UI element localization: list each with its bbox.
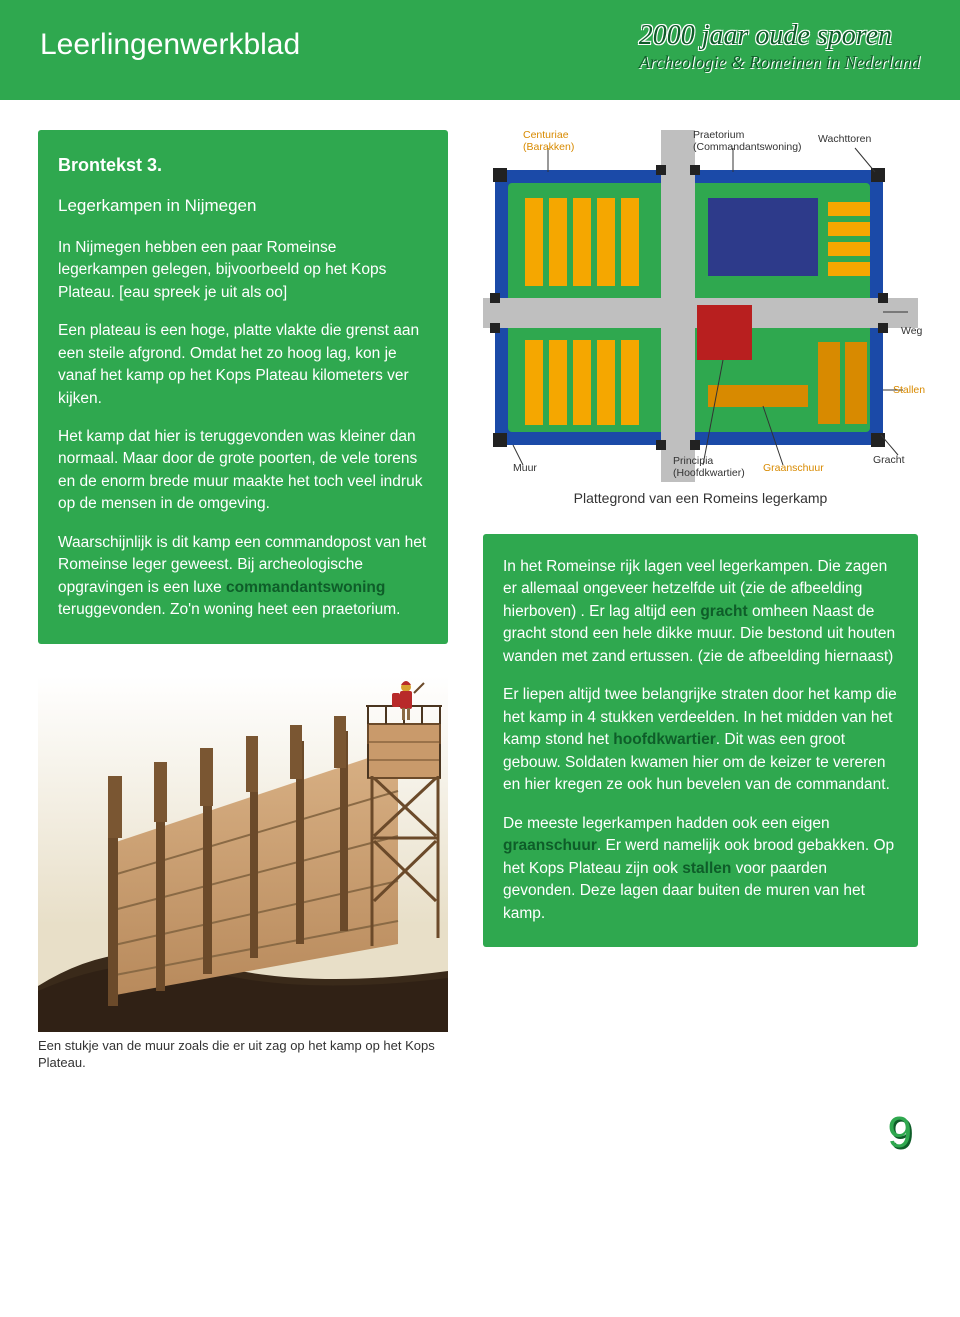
header-tagline: 2000 jaar oude sporen Archeologie & Rome… <box>639 20 920 73</box>
map-diagram: Centuriae(Barakken) Praetorium(Commandan… <box>483 130 918 482</box>
legerkamp-info-box: In het Romeinse rijk lagen veel legerkam… <box>483 534 918 947</box>
brontekst-p2: Een plateau is een hoge, platte vlakte d… <box>58 320 428 410</box>
label-praetorium: Praetorium(Commandantswoning) <box>693 130 802 153</box>
brontekst-p1: In Nijmegen hebben een paar Romeinse leg… <box>58 237 428 304</box>
label-stallen: Stallen <box>893 385 925 397</box>
info-p3: De meeste legerkampen hadden ook een eig… <box>503 813 898 925</box>
hl-hoofdkwartier: hoofdkwartier <box>613 731 715 748</box>
label-wachttoren: Wachttoren <box>818 134 871 146</box>
page-footer: 9 <box>0 1092 960 1172</box>
page-header: Leerlingenwerkblad 2000 jaar oude sporen… <box>0 0 960 100</box>
tagline-2: Archeologie & Romeinen in Nederland <box>639 52 920 73</box>
map-caption: Plattegrond van een Romeins legerkamp <box>483 490 918 506</box>
label-principia: Principia(Hoofdkwartier) <box>673 456 745 479</box>
brontekst-p4: Waarschijnlijk is dit kamp een commandop… <box>58 532 428 622</box>
brontekst-title: Brontekst 3. <box>58 152 428 178</box>
wall-caption: Een stukje van de muur zoals die er uit … <box>38 1038 448 1072</box>
hl-commandantswoning: commandantswoning <box>226 579 385 596</box>
info-p2: Er liepen altijd twee belangrijke strate… <box>503 684 898 796</box>
page-title: Leerlingenwerkblad <box>40 20 300 62</box>
left-column: Brontekst 3. Legerkampen in Nijmegen In … <box>38 130 448 1072</box>
brontekst-box: Brontekst 3. Legerkampen in Nijmegen In … <box>38 130 448 644</box>
info-p1: In het Romeinse rijk lagen veel legerkam… <box>503 556 898 668</box>
label-gracht: Gracht <box>873 455 905 467</box>
label-centuriae: Centuriae(Barakken) <box>523 130 574 153</box>
hl-gracht: gracht <box>700 603 747 620</box>
label-graanschuur: Graanschuur <box>763 463 824 475</box>
page-content: Brontekst 3. Legerkampen in Nijmegen In … <box>0 100 960 1092</box>
hl-graanschuur: graanschuur <box>503 837 597 854</box>
label-weg: Weg <box>901 326 922 338</box>
brontekst-p3: Het kamp dat hier is teruggevonden was k… <box>58 426 428 516</box>
hl-stallen: stallen <box>682 860 731 877</box>
brontekst-subtitle: Legerkampen in Nijmegen <box>58 194 428 219</box>
wall-illustration <box>38 676 448 1032</box>
right-column: Centuriae(Barakken) Praetorium(Commandan… <box>483 130 918 1072</box>
tagline-1: 2000 jaar oude sporen <box>639 20 920 52</box>
label-muur: Muur <box>513 463 537 475</box>
page-number: 9 <box>888 1108 912 1158</box>
